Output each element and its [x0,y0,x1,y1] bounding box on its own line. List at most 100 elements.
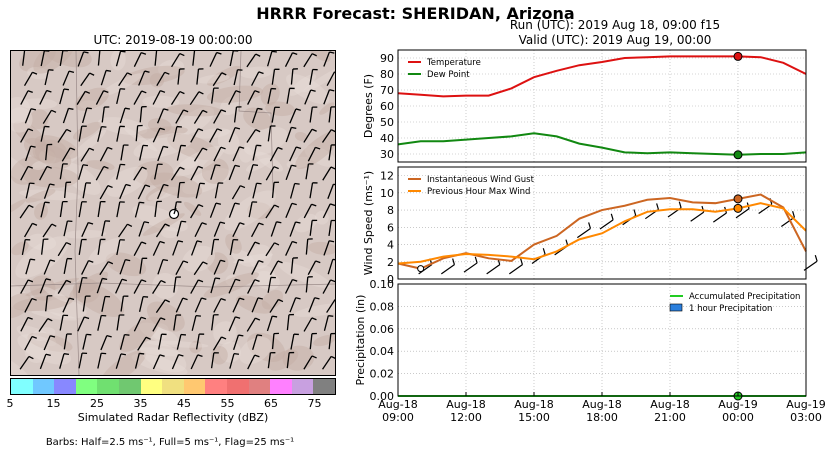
legend-swatch [669,303,683,312]
wind-barb-staff [267,88,272,104]
wind-barb-flag [63,314,69,317]
wind-barb-staff [307,260,317,275]
wind-barb-staff [251,71,260,86]
wind-barb-staff [24,223,33,238]
wind-barb-flag [31,335,37,339]
wind-barb-staff [265,242,275,257]
wind-barb-staff [780,216,795,227]
wind-barb-staff [20,128,29,143]
terrain-shade [31,160,48,170]
wind-barb-flag [120,353,126,356]
wind-barb-staff [233,106,238,123]
wind-barb [138,221,150,237]
wind-barb-staff [303,53,313,68]
wind-barb [78,201,87,218]
wind-barb [229,238,239,256]
wind-barb-flag [294,182,300,185]
terrain-shade [145,185,169,202]
wind-barb-staff [323,89,331,105]
wind-barb [100,335,112,351]
wind-barb-flag [142,144,148,147]
wind-barb-staff [289,183,296,199]
wind-barb-flag [215,164,221,167]
colorbar-tick: 5 [6,397,14,410]
wind-barb-flag [202,261,208,265]
wind-barb-flag [47,143,53,146]
wind-barb [290,333,299,350]
wind-barb [303,317,317,332]
wind-barb-staff [322,166,332,181]
wind-barb-flag [239,146,245,149]
wind-barb-flag [311,203,317,207]
wind-barb-flag [164,299,170,303]
wind-barb [119,259,131,275]
wind-barb-staff [44,69,50,86]
wind-barb-staff [228,202,236,218]
wind-barb-flag [137,124,143,127]
wind-barb-flag [140,316,147,320]
wind-barb-flag [292,240,298,244]
wind-barb [96,277,108,294]
wind-barb-flag [119,201,125,203]
wind-barb-staff [133,90,143,105]
terrain-shade [142,95,180,108]
wind-barb [328,219,335,237]
wind-barb-flag [678,201,682,208]
y-tick-label: 0.04 [370,345,395,358]
terrain-shade [147,118,172,133]
wind-barb-staff [116,314,120,331]
wind-barb-staff [152,317,162,332]
terrain-shade [11,282,30,310]
terrain-shade [219,341,242,363]
wind-barb-staff [322,356,332,370]
wind-barb-staff [270,221,278,237]
wind-barb-flag [32,222,38,226]
wind-barb [135,124,143,142]
wind-barb-flag [197,354,203,357]
wind-barb-flag [239,297,245,301]
wind-barb [23,71,38,87]
wind-barb-staff [305,163,310,180]
wind-barb [59,163,68,180]
wind-barb-flag [143,295,149,298]
y-tick-label: 0.10 [370,278,395,291]
wind-barb-flag [163,108,169,111]
wind-barb [139,144,148,161]
wind-barb [59,200,68,218]
wind-barb [95,165,109,181]
wind-barb-staff [39,354,47,370]
wind-barb [271,68,280,85]
wind-barb [138,70,150,86]
wind-barb [40,201,50,218]
wind-barb [269,298,284,313]
terrain-shade [289,74,317,96]
wind-barb-flag [25,238,31,241]
wind-barb [228,316,241,332]
station-marker [417,265,425,273]
wind-barb-staff [209,128,218,143]
wind-barb-staff [118,72,128,87]
wind-barb [209,51,222,67]
wind-barb-flag [179,181,185,184]
wind-barb-flag [143,221,150,224]
county-border [74,51,80,375]
wind-barb-flag [180,144,186,147]
wind-barb-flag [84,90,91,94]
wind-barb [57,279,72,294]
wind-barb [39,278,51,294]
wind-barb-staff [20,279,29,294]
wind-barb [59,314,69,331]
wind-barb-staff [40,51,45,67]
map-title: UTC: 2019-08-19 00:00:00 [93,33,253,47]
y-axis-label: Wind Speed (ms⁻¹) [362,171,375,275]
wind-barb-staff [138,296,144,312]
wind-barb [210,277,221,294]
wind-barb [152,127,165,143]
terrain-shade [302,63,335,93]
wind-barb [175,109,189,124]
wind-barb-flag [81,238,87,241]
wind-barb-staff [95,90,105,105]
wind-barb-flag [85,295,91,297]
terrain-shade [211,346,228,365]
wind-barb-staff [59,51,64,66]
